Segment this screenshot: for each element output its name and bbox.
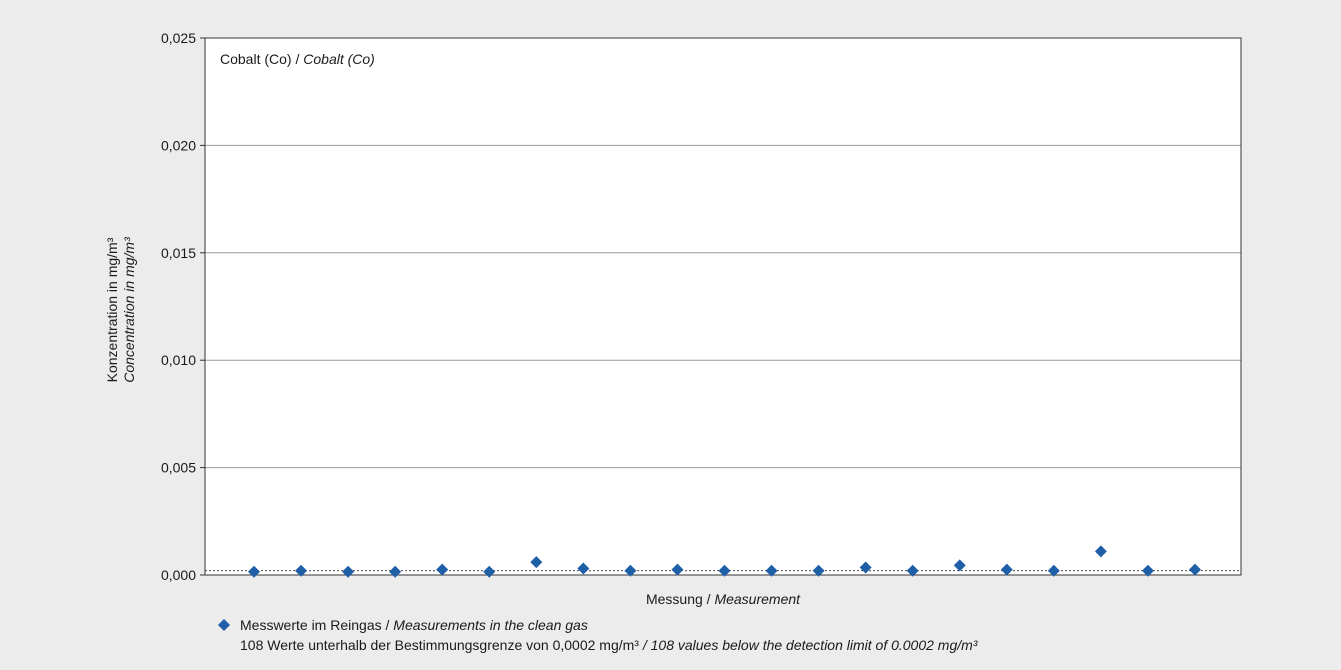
data-point (812, 564, 825, 577)
data-point (530, 556, 543, 569)
y-tick-label: 0,010 (161, 352, 196, 368)
data-point (1047, 564, 1060, 577)
data-point (718, 564, 731, 577)
data-point (906, 564, 919, 577)
legend-marker (218, 619, 230, 631)
data-point (1094, 545, 1107, 558)
x-axis-label-en: Measurement (714, 591, 801, 607)
data-markers (248, 545, 1201, 578)
data-point (671, 563, 684, 576)
legend-series-label: Messwerte im Reingas / Measurements in t… (240, 617, 588, 633)
y-tick-label: 0,000 (161, 567, 196, 583)
legend: Messwerte im Reingas / Measurements in t… (218, 617, 978, 653)
x-axis-label-de: Messung (646, 591, 703, 607)
legend-series-name-en: Measurements in the clean gas (393, 617, 588, 633)
data-point (577, 562, 590, 575)
y-tick-label: 0,020 (161, 137, 196, 153)
y-axis-ticks: 0,000 0,005 0,010 0,015 0,020 0,025 (161, 30, 205, 583)
y-axis-label: Konzentration in mg/m³ Concentration in … (104, 237, 137, 383)
legend-note: 108 Werte unterhalb der Bestimmungsgrenz… (240, 637, 978, 653)
chart-title-en: Cobalt (Co) (303, 51, 375, 67)
y-axis-label-en: Concentration in mg/m³ (121, 237, 137, 383)
data-point (248, 565, 260, 578)
data-point (953, 559, 966, 572)
plot-area (205, 38, 1241, 575)
legend-note-en: / 108 values below the detection limit o… (642, 637, 978, 653)
y-axis-label-de: Konzentration in mg/m³ (104, 237, 120, 382)
data-point (295, 564, 308, 577)
y-tick-label: 0,005 (161, 460, 196, 476)
data-point (483, 565, 496, 578)
legend-note-de: 108 Werte unterhalb der Bestimmungsgrenz… (240, 637, 639, 653)
chart-title-de: Cobalt (Co) (220, 51, 292, 67)
y-tick-label: 0,015 (161, 245, 196, 261)
gridlines (205, 144, 1241, 469)
x-axis-label: Messung / Measurement (646, 591, 801, 607)
data-point (624, 564, 637, 577)
chart-title: Cobalt (Co) / Cobalt (Co) (220, 51, 375, 67)
data-point (1141, 564, 1154, 577)
data-point (859, 561, 872, 574)
data-point (765, 564, 778, 577)
data-point (389, 565, 402, 578)
data-point (1000, 563, 1013, 576)
y-tick-label: 0,025 (161, 30, 196, 46)
data-point (436, 563, 449, 576)
data-point (342, 565, 355, 578)
data-point (1189, 563, 1201, 576)
legend-series-name-de: Messwerte im Reingas (240, 617, 382, 633)
